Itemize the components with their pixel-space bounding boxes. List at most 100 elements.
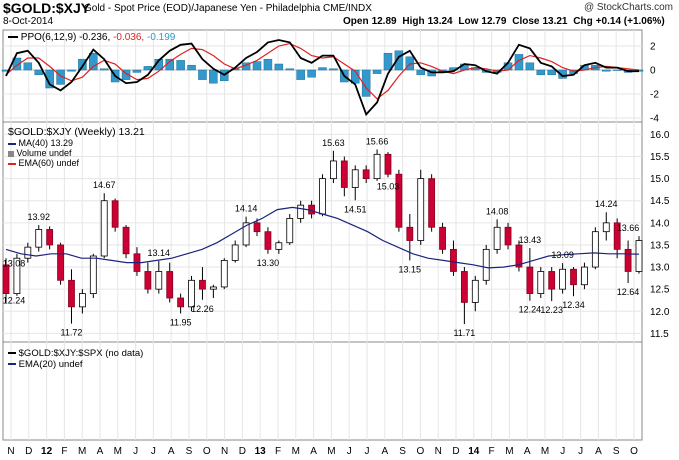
ppo-histogram-bar [209,69,218,84]
x-tick-label: A [524,446,531,457]
x-tick-label: M [292,446,300,457]
candle-up [591,231,599,268]
price-annotation: 13.30 [257,258,280,268]
ppo-line [5,39,639,117]
ppo-histogram-bar [296,69,305,80]
candle-up [602,222,610,233]
candle-down [2,264,10,294]
x-tick-label: F [489,446,495,457]
ppo-histogram-bar [525,62,535,71]
x-tick-label: A [310,446,317,457]
ratio-swatch [8,352,16,355]
x-tick-label: A [168,446,175,457]
candle-up [581,266,588,286]
candle-down [122,226,130,255]
x-tick-label: J [365,446,370,457]
candle-up [100,200,108,257]
candle-up [635,240,643,272]
x-tick-label: J [133,446,138,457]
x-tick-label: M [505,446,513,457]
candle-down [460,271,468,303]
ppo-histogram-bar [602,69,611,72]
price-annotation: 13.92 [27,212,50,222]
ppo-histogram-bar [132,69,142,73]
price-annotation: 14.24 [595,199,618,209]
ppo-legend-main: PPO(6,12,9) -0.236, [20,32,111,43]
candle-down [253,222,261,233]
ppo-histogram-bar [78,58,87,71]
candle-up [286,218,294,244]
price-annotation: 13.09 [551,250,574,260]
price-annotation: 14.67 [93,180,116,190]
x-tick-label: J [347,446,352,457]
high-label: High [402,16,425,27]
ratio-legend: $GOLD:$XJY:$SPX (no data) EMA(20) undef [8,348,143,370]
ppo-histogram-bar [394,50,404,71]
close-value: 13.21 [542,16,568,27]
candle-up [275,242,283,250]
ppo-y-tick-label: -2 [650,90,659,101]
candle-down [613,222,621,250]
x-tick-label: D [239,446,246,457]
ppo-histogram-bar [329,68,338,71]
candle-down [177,297,185,308]
ppo-histogram-bar [361,69,371,97]
candle-up [242,222,250,246]
legend-volume-label: Volume undef [16,148,72,158]
candle-down [548,271,556,290]
x-tick-label: O [203,446,211,457]
price-legend: MA(40) 13.29 Volume undef EMA(60) undef [8,138,79,168]
ppo-histogram-bar [176,60,185,71]
x-tick-label: M [327,446,335,457]
legend-ma40: MA(40) 13.29 [8,138,79,148]
x-tick-label: F [275,446,281,457]
candle-up [297,204,305,219]
x-tick-label: 12 [41,446,53,457]
candle-down [68,279,75,308]
candle-down [526,266,534,294]
ppo-legend-swatch [8,36,18,39]
price-annotation: 14.14 [235,204,258,214]
ppo-histogram-bar [318,67,327,71]
price-y-tick-label: 12.5 [650,285,670,296]
ppo-histogram-bar [198,69,207,80]
ppo-histogram-bar [89,52,98,71]
low-value: 12.79 [481,16,507,27]
price-annotation: 12.34 [562,300,585,310]
price-y-tick-label: 11.5 [650,329,669,340]
x-tick-label: 14 [468,446,480,457]
candle-up [319,178,326,215]
x-tick-label: M [541,446,549,457]
candle-up [482,248,490,281]
price-y-tick-label: 16.0 [650,130,670,141]
close-label: Close [512,16,540,27]
candle-down [362,169,370,180]
legend-ema20-label: EMA(20) undef [18,359,83,370]
price-annotation: 11.72 [61,328,83,338]
price-annotation: 14.08 [486,206,509,216]
x-tick-label: M [78,446,86,457]
candle-up [559,268,567,290]
ppo-histogram-bar [558,69,567,79]
candle-up [89,255,97,294]
ma40-swatch [8,142,16,145]
ppo-panel-frame [2,29,643,123]
ppo-histogram-bar [307,69,316,78]
price-annotation: 15.66 [366,136,389,146]
candle-down [395,173,403,228]
price-annotation: 12.64 [617,287,640,297]
ppo-legend: PPO(6,12,9) -0.236, -0.036, -0.199 [8,32,175,43]
ppo-histogram-bar [416,69,425,76]
price-annotation: 11.71 [453,328,475,338]
ema20-swatch [8,363,16,366]
price-annotation: 11.95 [170,317,192,327]
candle-up [35,229,43,248]
open-label: Open [343,16,369,27]
ppo-legend-signal: -0.036, [113,32,145,43]
legend-ratio: $GOLD:$XJY:$SPX (no data) [8,348,143,359]
price-annotation: 13.08 [3,259,26,269]
ppo-histogram-bar [187,64,196,71]
candle-down [570,268,577,286]
candle-down [439,226,446,250]
copyright-label[interactable]: @ StockCharts.com [583,2,673,13]
